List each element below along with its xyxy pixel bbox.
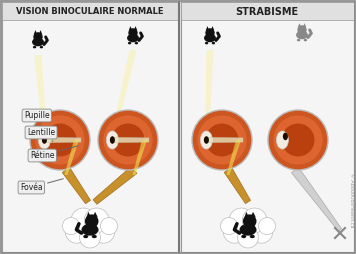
Polygon shape xyxy=(34,30,37,34)
Circle shape xyxy=(231,211,265,245)
FancyBboxPatch shape xyxy=(2,2,179,20)
Circle shape xyxy=(103,115,153,165)
Circle shape xyxy=(98,110,158,170)
Circle shape xyxy=(100,217,117,235)
Ellipse shape xyxy=(42,136,47,144)
Ellipse shape xyxy=(205,42,208,44)
Circle shape xyxy=(282,123,314,156)
Polygon shape xyxy=(114,137,149,143)
Ellipse shape xyxy=(296,31,308,39)
Circle shape xyxy=(243,214,257,228)
Ellipse shape xyxy=(283,133,288,140)
Polygon shape xyxy=(292,167,342,231)
Polygon shape xyxy=(251,212,256,217)
Circle shape xyxy=(62,217,79,235)
Circle shape xyxy=(220,217,237,235)
Circle shape xyxy=(128,28,138,38)
Circle shape xyxy=(258,217,276,235)
FancyBboxPatch shape xyxy=(181,2,354,20)
Ellipse shape xyxy=(135,42,138,44)
Polygon shape xyxy=(62,167,90,204)
Polygon shape xyxy=(208,137,243,143)
Ellipse shape xyxy=(83,235,88,238)
FancyBboxPatch shape xyxy=(2,2,179,252)
Ellipse shape xyxy=(250,235,255,238)
Ellipse shape xyxy=(33,46,36,48)
Circle shape xyxy=(65,220,88,243)
Ellipse shape xyxy=(106,131,119,149)
Ellipse shape xyxy=(304,39,307,41)
Polygon shape xyxy=(134,26,137,30)
Polygon shape xyxy=(129,26,132,30)
Circle shape xyxy=(73,211,107,245)
Circle shape xyxy=(205,28,215,38)
Polygon shape xyxy=(111,50,136,138)
Circle shape xyxy=(30,110,90,170)
Polygon shape xyxy=(206,26,209,30)
Circle shape xyxy=(197,115,247,165)
Circle shape xyxy=(273,115,323,165)
Circle shape xyxy=(43,123,77,156)
Text: Fovéa: Fovéa xyxy=(20,179,63,192)
Circle shape xyxy=(111,123,145,156)
Ellipse shape xyxy=(127,34,139,42)
Polygon shape xyxy=(226,140,241,175)
Circle shape xyxy=(297,25,307,35)
Ellipse shape xyxy=(241,235,246,238)
Text: VISION BINOCULAIRE NORMALE: VISION BINOCULAIRE NORMALE xyxy=(16,8,164,17)
Circle shape xyxy=(250,220,273,243)
Circle shape xyxy=(84,208,109,233)
Circle shape xyxy=(268,110,328,170)
Polygon shape xyxy=(132,140,147,175)
Polygon shape xyxy=(298,23,301,27)
Ellipse shape xyxy=(128,42,131,44)
Ellipse shape xyxy=(40,46,43,48)
Polygon shape xyxy=(64,140,79,175)
Ellipse shape xyxy=(212,42,215,44)
Text: Lentille: Lentille xyxy=(27,128,55,141)
FancyBboxPatch shape xyxy=(181,2,354,252)
Polygon shape xyxy=(245,212,249,217)
Polygon shape xyxy=(93,167,137,204)
Circle shape xyxy=(33,32,43,42)
Circle shape xyxy=(229,208,254,233)
Ellipse shape xyxy=(110,136,115,144)
Polygon shape xyxy=(224,168,251,204)
Ellipse shape xyxy=(32,38,44,46)
Ellipse shape xyxy=(240,224,257,236)
Circle shape xyxy=(223,220,246,243)
Text: Rétine: Rétine xyxy=(30,146,78,160)
Ellipse shape xyxy=(276,131,288,149)
Ellipse shape xyxy=(200,131,213,149)
Polygon shape xyxy=(211,26,214,30)
Text: Pupille: Pupille xyxy=(24,111,49,134)
Text: © AboutKidsHealth.ca: © AboutKidsHealth.ca xyxy=(350,173,355,227)
Circle shape xyxy=(79,227,100,248)
Circle shape xyxy=(242,208,267,233)
Ellipse shape xyxy=(38,131,51,149)
Polygon shape xyxy=(93,212,98,217)
Ellipse shape xyxy=(204,136,209,144)
Polygon shape xyxy=(46,137,81,143)
Polygon shape xyxy=(205,50,214,138)
Circle shape xyxy=(85,214,99,228)
Circle shape xyxy=(192,110,252,170)
Circle shape xyxy=(35,115,85,165)
Ellipse shape xyxy=(204,34,216,42)
Polygon shape xyxy=(39,30,42,34)
Polygon shape xyxy=(303,23,306,27)
Circle shape xyxy=(92,220,115,243)
Ellipse shape xyxy=(82,224,99,236)
Ellipse shape xyxy=(297,39,300,41)
Ellipse shape xyxy=(92,235,97,238)
Circle shape xyxy=(237,227,258,248)
Polygon shape xyxy=(87,212,91,217)
Circle shape xyxy=(71,208,96,233)
Polygon shape xyxy=(35,55,47,138)
Text: STRABISME: STRABISME xyxy=(235,7,299,17)
Circle shape xyxy=(205,123,239,156)
